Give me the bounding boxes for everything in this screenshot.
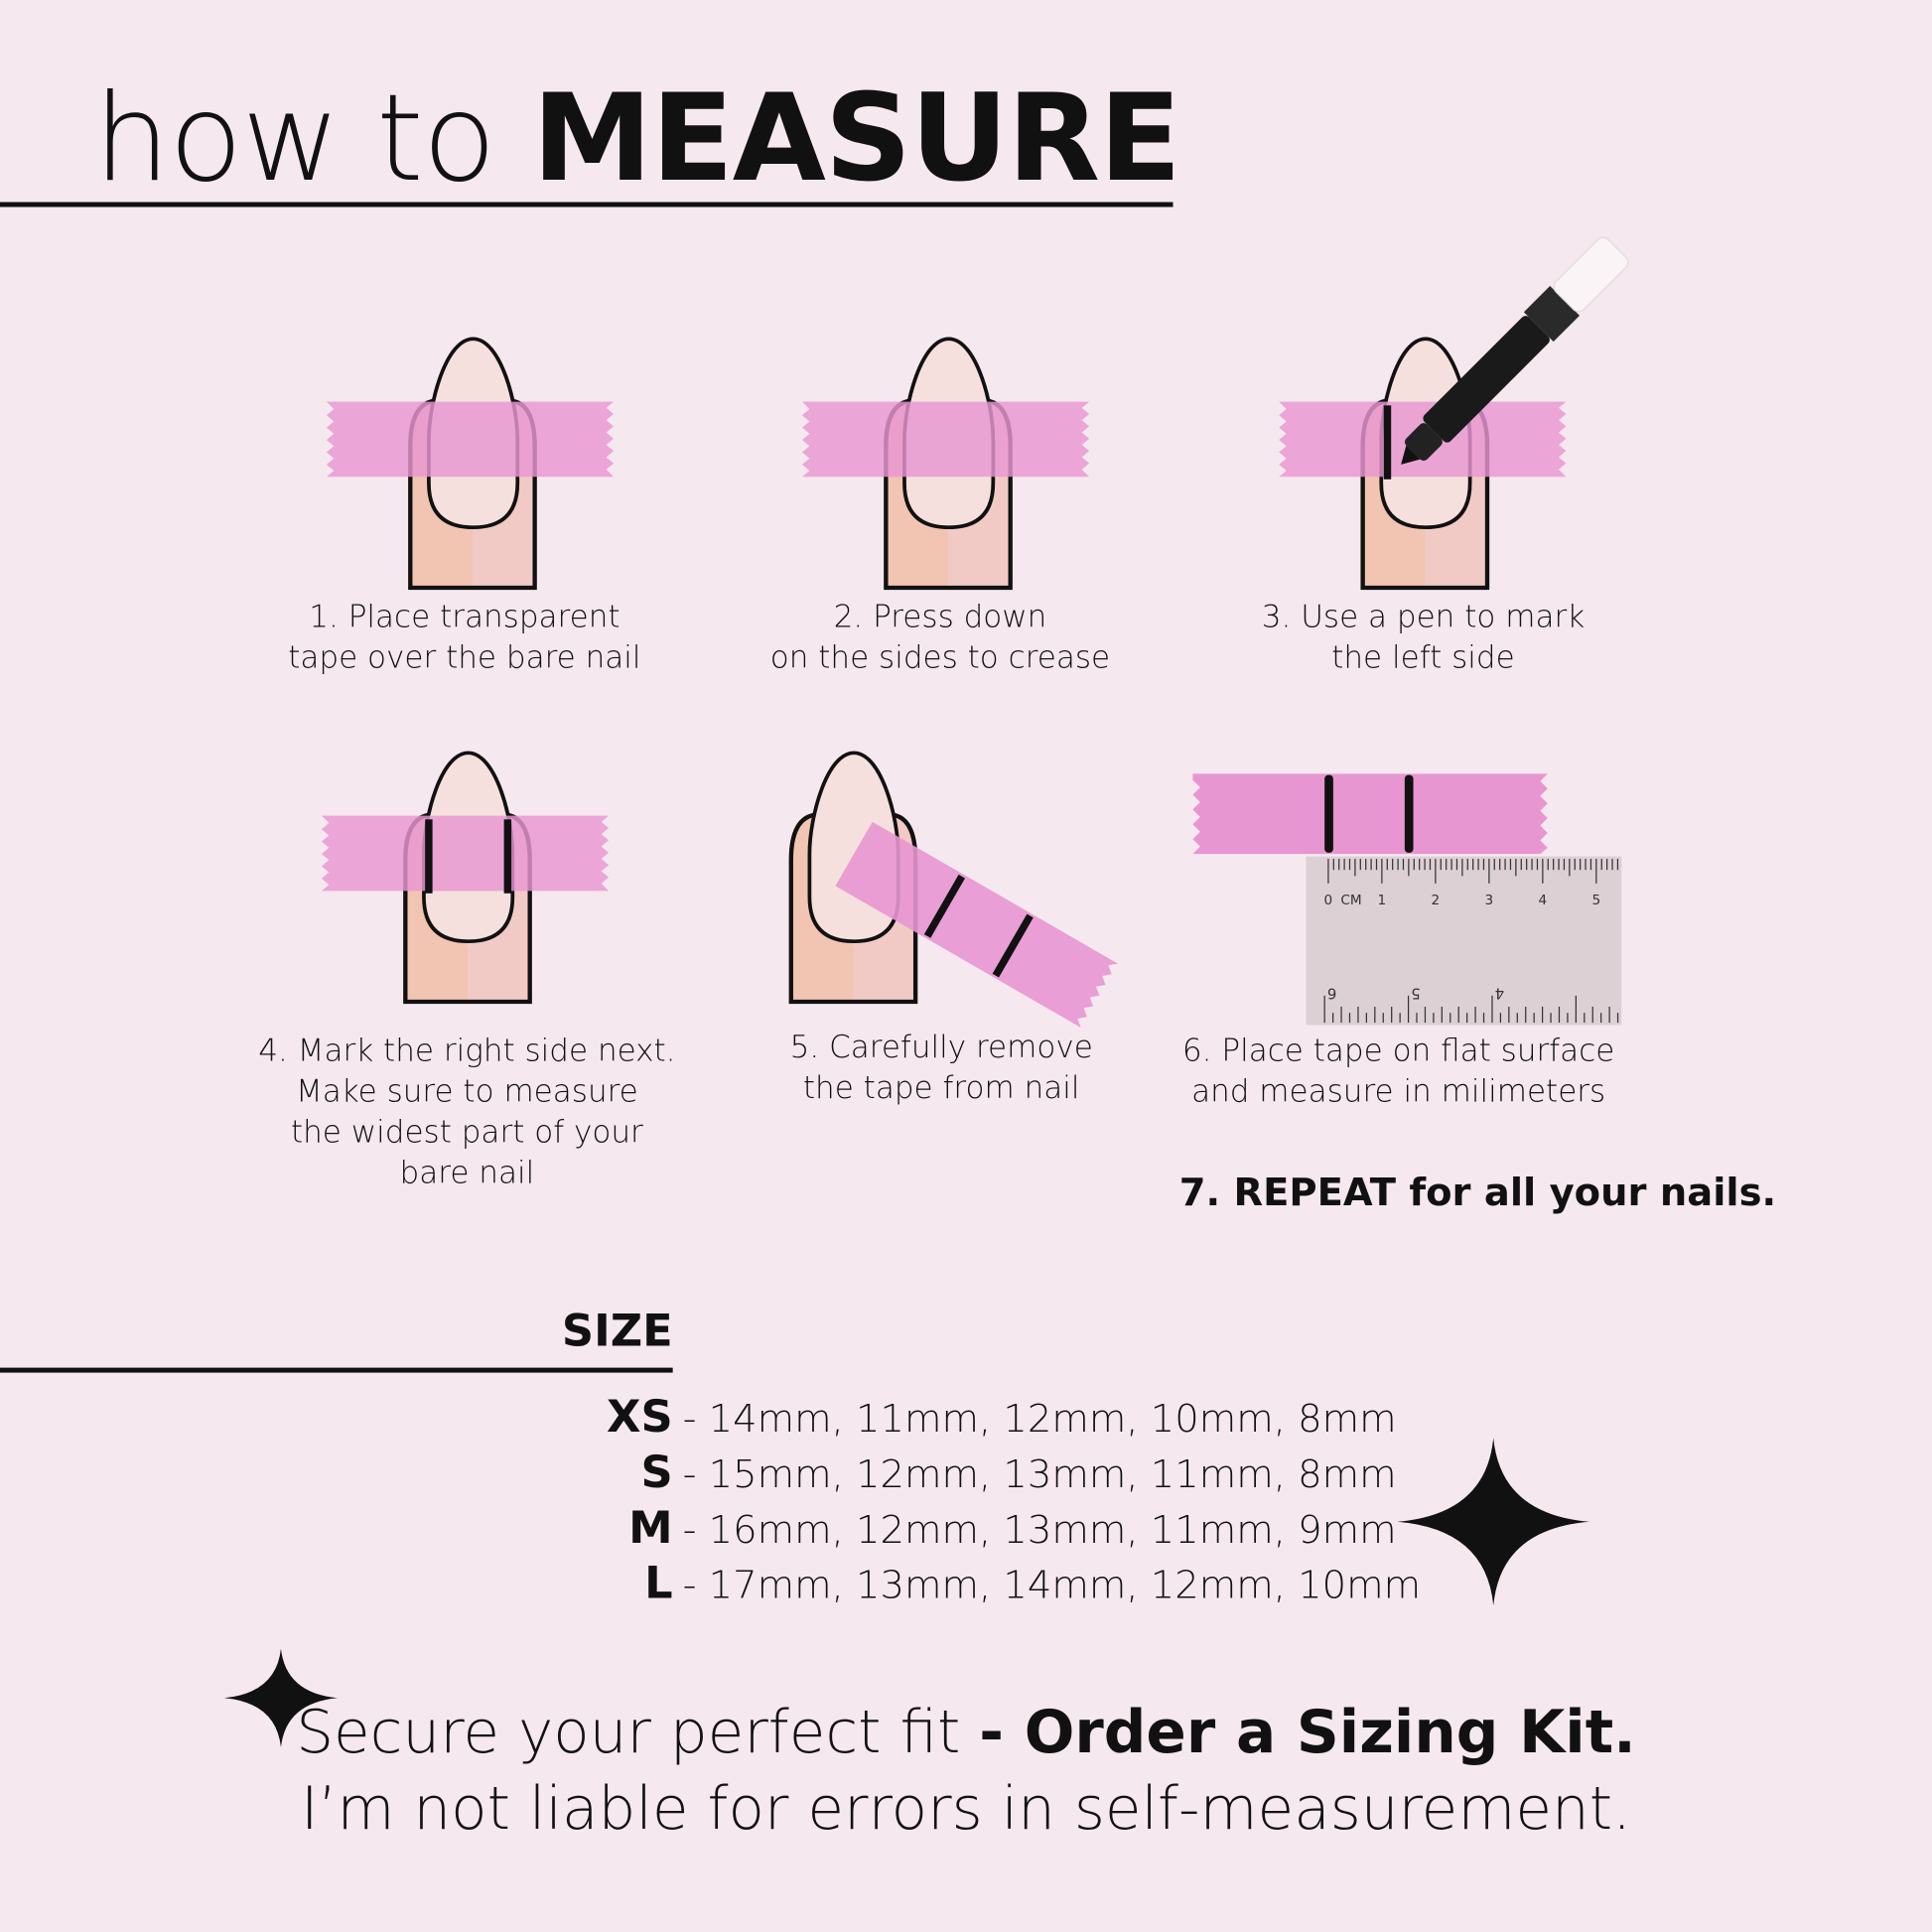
step3-illustration [1279, 236, 1629, 588]
pen-icon [1401, 236, 1629, 465]
step5-illustration [791, 753, 1118, 1029]
size-heading: SIZE [561, 1306, 673, 1357]
footer-line2: I’m not liable for errors in self-measur… [300, 1774, 1632, 1844]
step6-caption: 6. Place tape on flat surface and measure… [1181, 1033, 1615, 1109]
ruler-label: 2 [1432, 893, 1441, 908]
tape-strip [1192, 773, 1548, 855]
footer-line1: Secure your perfect fit - Order a Sizing… [296, 1698, 1636, 1767]
size-row-l: L- 17mm, 13mm, 14mm, 12mm, 10mm [644, 1558, 1422, 1609]
title-light: how to [93, 69, 496, 209]
step4-caption: 4. Mark the right side next. Make sure to… [258, 1033, 676, 1190]
pen-mark-right [503, 819, 512, 894]
ruler-unit: CM [1340, 893, 1361, 908]
sparkle-icon-small [223, 1648, 339, 1747]
tape-mark-left [1324, 774, 1333, 853]
ruler-label: 1 [1378, 893, 1387, 908]
step6-illustration: 0 1 2 3 4 5 CM 6 5 4 [1192, 773, 1622, 1026]
ruler-inch-label: 6 [1327, 984, 1336, 1002]
step5-caption: 5. Carefully remove the tape from nail [789, 1029, 1093, 1106]
size-underline [0, 1367, 673, 1373]
step1-illustration [326, 339, 615, 588]
size-row-m: M- 16mm, 12mm, 13mm, 11mm, 9mm [628, 1503, 1397, 1555]
ruler-inch-label: 5 [1411, 984, 1420, 1002]
ruler-label: 3 [1485, 893, 1494, 908]
page-title: how to MEASURE [93, 69, 1181, 209]
title-underline [0, 202, 1173, 207]
ruler-label: 5 [1592, 893, 1601, 908]
sparkle-icon-large [1397, 1438, 1590, 1606]
title-bold: MEASURE [532, 69, 1181, 209]
tape-mark-right [1404, 774, 1414, 853]
step1-caption: 1. Place transparent tape over the bare n… [288, 599, 641, 676]
ruler-inch-label: 4 [1495, 984, 1504, 1002]
step2-illustration [801, 339, 1090, 588]
ruler [1306, 856, 1622, 1026]
step3-caption: 3. Use a pen to mark the left side [1261, 599, 1586, 676]
ruler-label: 0 [1324, 893, 1333, 908]
step2-caption: 2. Press down on the sides to crease [769, 599, 1111, 676]
ruler-label: 4 [1539, 893, 1548, 908]
pen-mark-left [425, 819, 433, 894]
size-row-xs: XS - 14mm, 11mm, 12mm, 10mm, 8mm [607, 1392, 1397, 1444]
repeat-instruction: 7. REPEAT for all your nails. [1178, 1171, 1777, 1215]
size-row-s: S- 15mm, 12mm, 13mm, 11mm, 8mm [640, 1448, 1397, 1499]
step4-illustration [321, 753, 610, 1002]
pen-mark-left [1383, 405, 1392, 480]
